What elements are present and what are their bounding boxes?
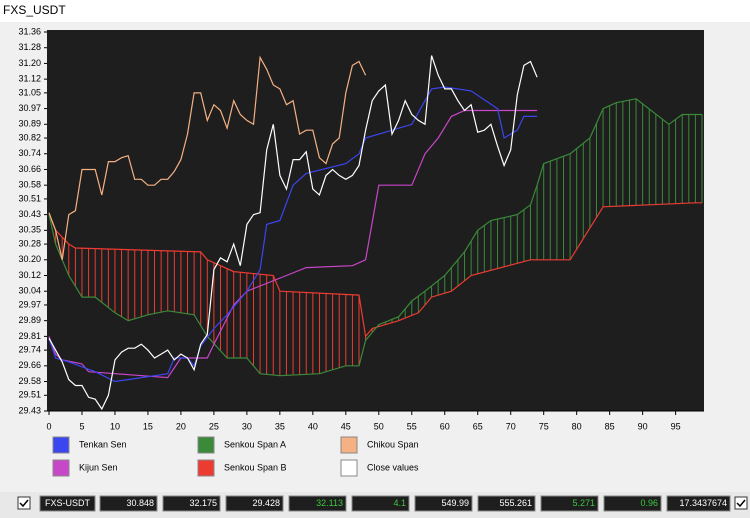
x-tick-label: 75 [539, 421, 549, 431]
y-tick-label: 30.04 [18, 286, 41, 296]
legend-label: Tenkan Sen [79, 439, 127, 449]
series-line [48, 55, 367, 260]
field-cell [99, 495, 158, 512]
x-tick-label: 65 [473, 421, 483, 431]
y-tick-label: 29.97 [18, 299, 41, 309]
y-tick-label: 31.05 [18, 87, 41, 97]
legend-label: Kijun Sen [79, 462, 118, 472]
y-tick-label: 30.74 [18, 148, 41, 158]
y-tick-label: 30.20 [18, 254, 41, 264]
x-tick-label: 40 [308, 421, 318, 431]
y-tick-label: 30.35 [18, 225, 41, 235]
field-cell [225, 495, 284, 512]
y-tick-label: 29.43 [18, 405, 41, 415]
x-tick-label: 5 [79, 421, 84, 431]
x-tick-label: 45 [341, 421, 351, 431]
x-tick-label: 30 [242, 421, 252, 431]
y-tick-label: 31.36 [18, 26, 41, 36]
x-tick-label: 35 [275, 421, 285, 431]
series-line [48, 86, 538, 383]
x-tick-label: 20 [176, 421, 186, 431]
y-tick-label: 31.20 [18, 58, 41, 68]
y-tick-label: 29.66 [18, 360, 41, 370]
y-tick-label: 30.66 [18, 164, 41, 174]
legend-label: Chikou Span [367, 439, 419, 449]
x-tick-label: 80 [572, 421, 582, 431]
window-title: FXS_USDT [3, 3, 66, 17]
x-tick-label: 0 [46, 421, 51, 431]
legend-label: Senkou Span B [224, 462, 287, 472]
checkbox[interactable] [734, 496, 748, 510]
legend-swatch [52, 436, 70, 454]
y-tick-label: 29.58 [18, 376, 41, 386]
check-mark [19, 499, 29, 508]
x-tick-label: 60 [440, 421, 450, 431]
series-line [48, 202, 702, 338]
checkbox-box[interactable] [17, 496, 31, 510]
y-tick-label: 31.12 [18, 74, 41, 84]
y-tick-label: 30.97 [18, 103, 41, 113]
field-text: 32.175 [189, 498, 217, 508]
legend-swatch [340, 436, 358, 454]
field-text: 555.261 [499, 498, 532, 508]
y-tick-label: 30.82 [18, 132, 41, 142]
series-line [48, 98, 702, 377]
field-cell [666, 495, 731, 512]
y-tick-label: 30.28 [18, 238, 41, 248]
field-text: 32.113 [316, 498, 343, 508]
field-text: 30.848 [126, 498, 154, 508]
y-tick-label: 29.74 [18, 344, 41, 354]
y-tick-label: 29.51 [18, 390, 41, 400]
title-bar [0, 0, 750, 22]
x-tick-label: 25 [209, 421, 219, 431]
x-tick-label: 90 [638, 421, 648, 431]
legend-swatch [197, 436, 215, 454]
legend-label: Senkou Span A [224, 439, 286, 449]
y-tick-label: 31.28 [18, 42, 41, 52]
y-tick-label: 30.43 [18, 209, 41, 219]
field-cell [540, 495, 599, 512]
x-tick-label: 95 [671, 421, 681, 431]
field-cell [603, 495, 662, 512]
cloud [55, 98, 703, 376]
checkbox[interactable] [17, 496, 31, 510]
symbol-text: FXS-USDT [45, 498, 91, 508]
legend-swatch [340, 459, 358, 477]
x-tick-label: 10 [110, 421, 120, 431]
plot-area [47, 30, 704, 411]
legend-label: Close values [367, 462, 419, 472]
y-tick-label: 30.51 [18, 193, 41, 203]
field-cell [162, 495, 221, 512]
y-tick-label: 30.12 [18, 270, 41, 280]
symbol-cell [39, 495, 96, 512]
x-tick-label: 50 [374, 421, 384, 431]
field-text: 5.271 [572, 498, 595, 508]
x-tick-label: 85 [605, 421, 615, 431]
field-cell [414, 495, 473, 512]
check-mark [736, 499, 746, 508]
checkbox-box[interactable] [734, 496, 748, 510]
field-cell [477, 495, 536, 512]
y-tick-label: 29.81 [18, 331, 41, 341]
field-cell [288, 495, 347, 512]
field-text: 549.99 [441, 498, 469, 508]
field-text: 0.96 [640, 498, 658, 508]
x-tick-label: 70 [506, 421, 516, 431]
y-tick-label: 30.58 [18, 180, 41, 190]
field-text: 17.3437674 [679, 498, 727, 508]
y-tick-label: 29.89 [18, 315, 41, 325]
field-cell [351, 495, 410, 512]
field-text: 4.1 [393, 498, 406, 508]
series-line [48, 55, 538, 411]
y-tick-label: 30.89 [18, 119, 41, 129]
legend-swatch [52, 459, 70, 477]
legend-swatch [197, 459, 215, 477]
field-text: 29.428 [252, 498, 280, 508]
x-tick-label: 15 [143, 421, 153, 431]
x-tick-label: 55 [407, 421, 417, 431]
